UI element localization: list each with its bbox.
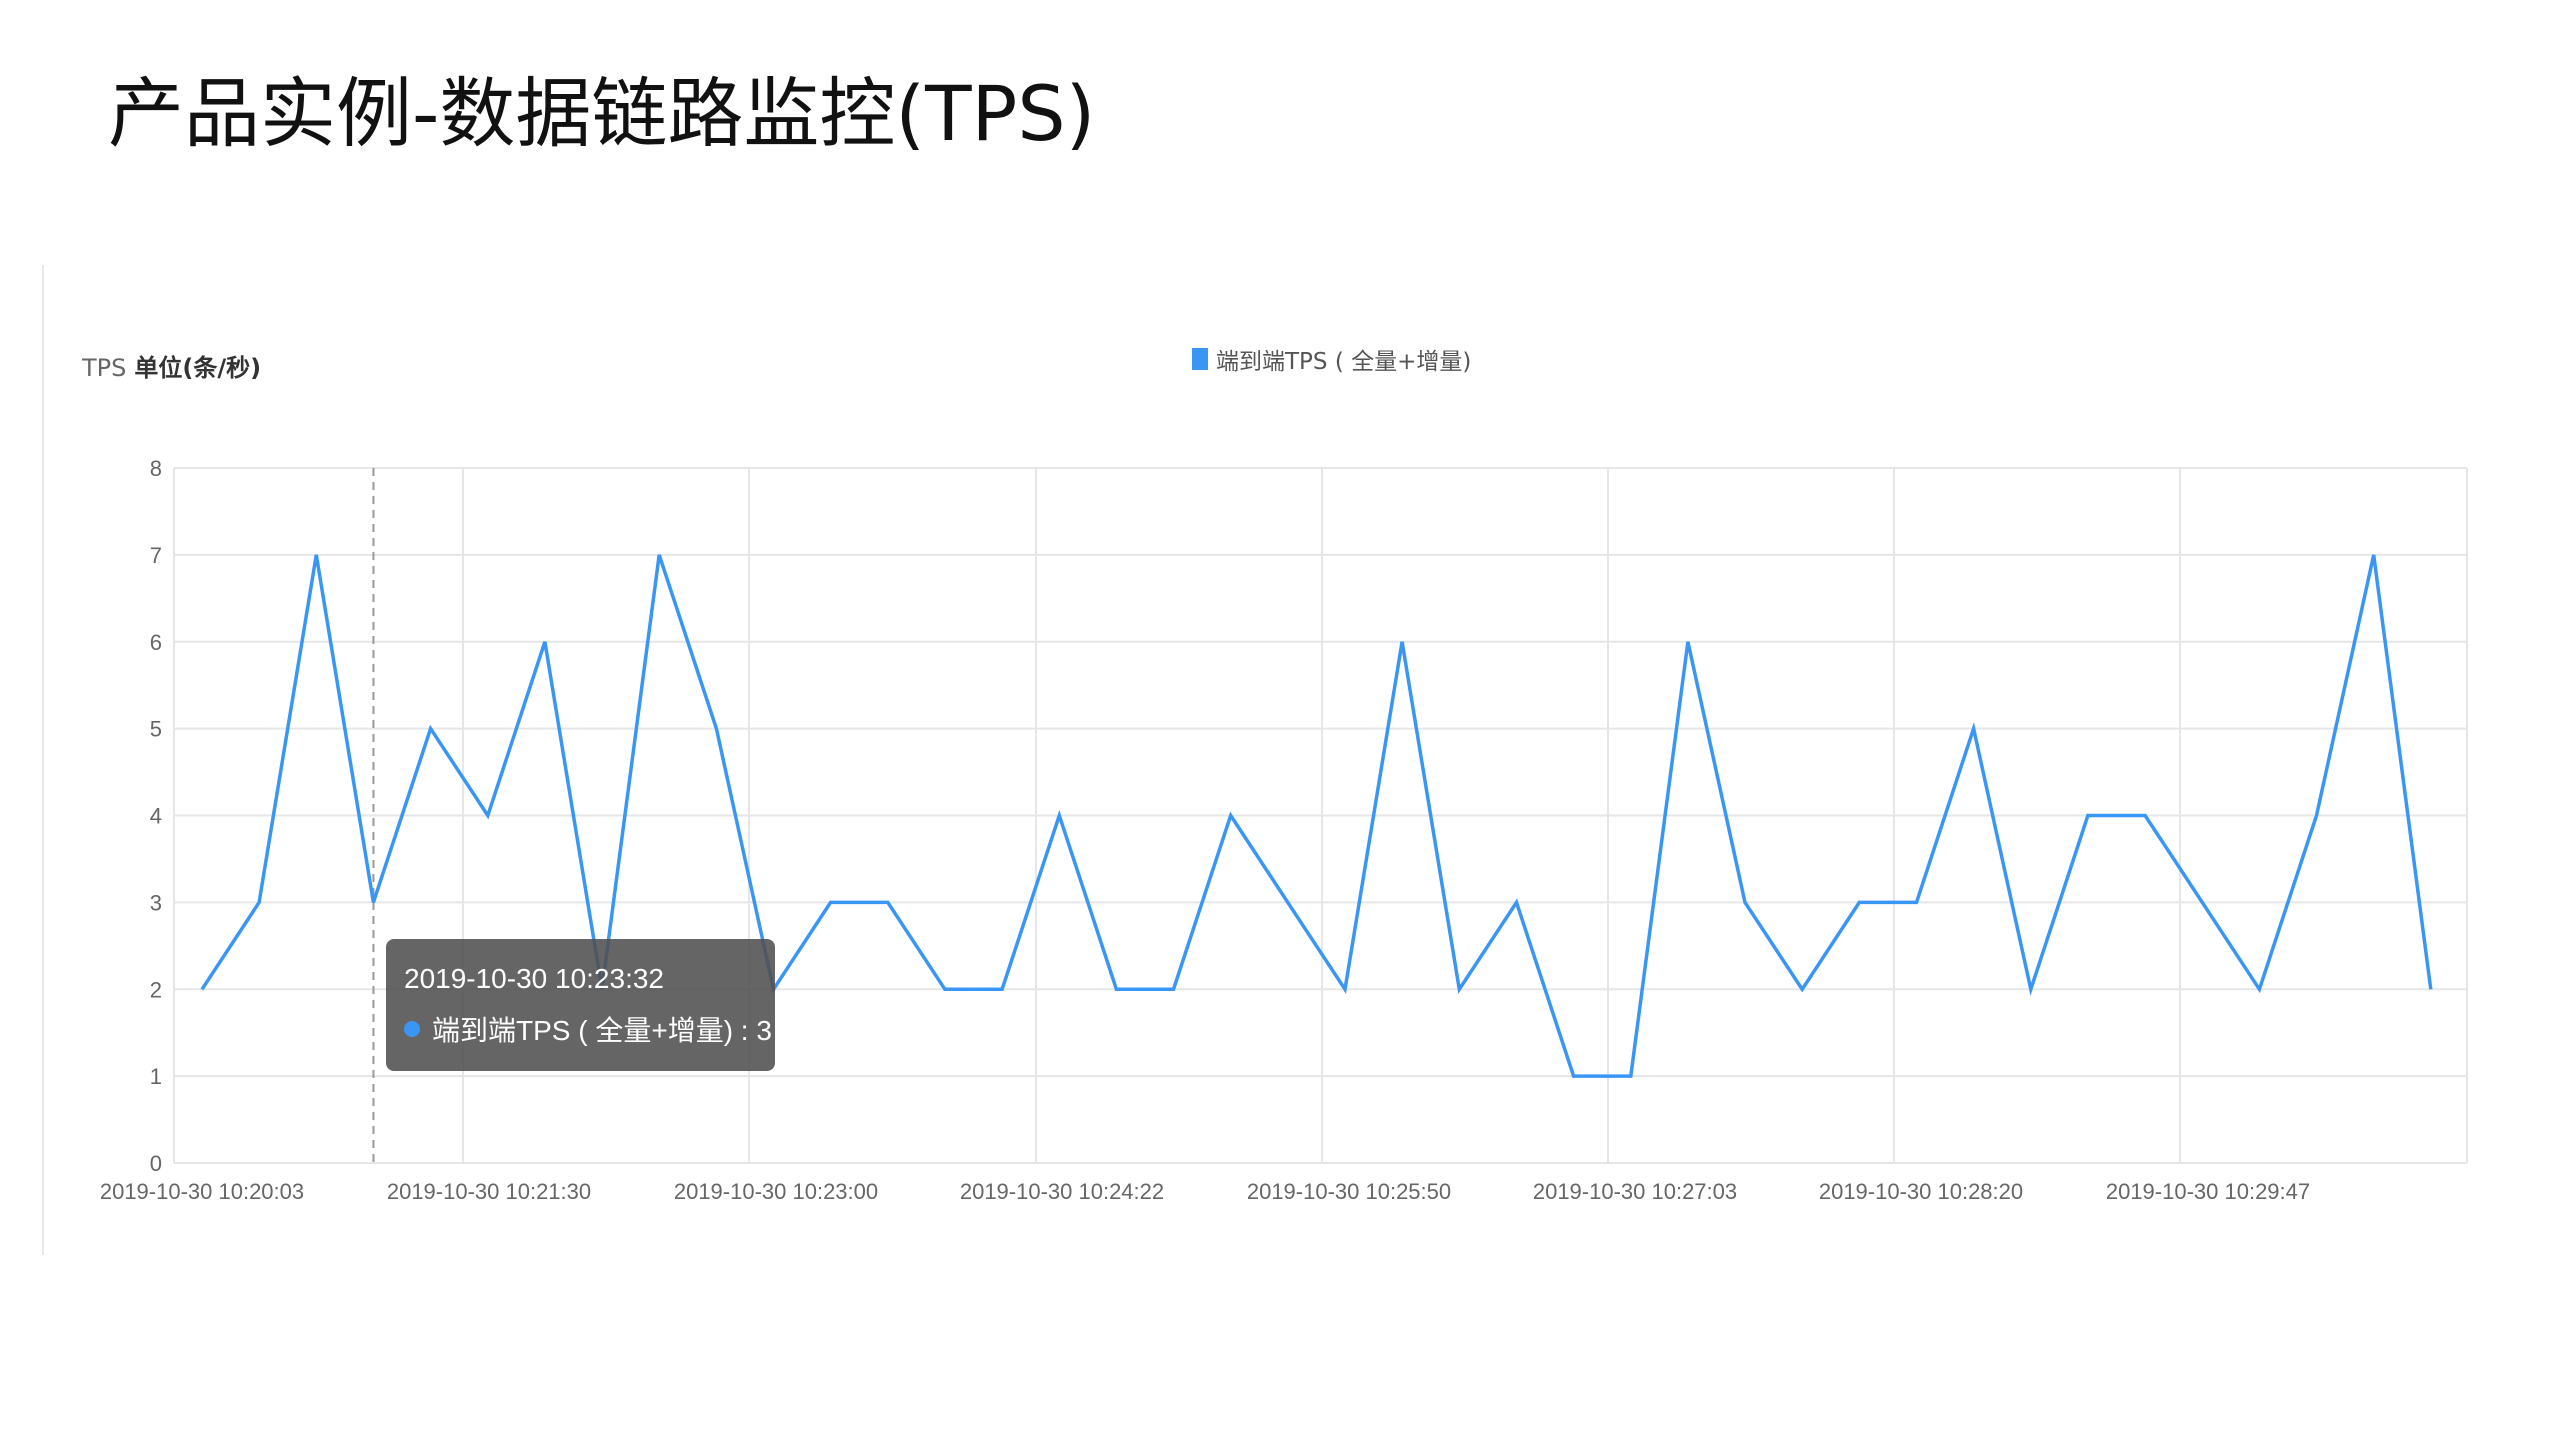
- y-axis-title: TPS 单位(条/秒): [82, 348, 261, 383]
- x-tick-label: 2019-10-30 10:27:03: [1533, 1179, 1737, 1204]
- y-tick-label: 8: [150, 456, 162, 481]
- x-tick-label: 2019-10-30 10:29:47: [2106, 1179, 2310, 1204]
- y-tick-label: 5: [150, 717, 162, 742]
- x-tick-label: 2019-10-30 10:23:00: [674, 1179, 878, 1204]
- y-axis-ticks: 0 1 2 3 4 5 6 7 8: [150, 456, 162, 1176]
- x-tick-label: 2019-10-30 10:28:20: [1819, 1179, 2023, 1204]
- x-tick-label: 2019-10-30 10:24:22: [960, 1179, 1164, 1204]
- y-tick-label: 1: [150, 1064, 162, 1089]
- x-tick-label: 2019-10-30 10:25:50: [1247, 1179, 1451, 1204]
- x-axis-ticks: 2019-10-30 10:20:03 2019-10-30 10:21:30 20…: [100, 1179, 2310, 1204]
- y-tick-label: 7: [150, 543, 162, 568]
- y-tick-label: 4: [150, 804, 162, 829]
- x-tick-label: 2019-10-30 10:21:30: [387, 1179, 591, 1204]
- y-tick-label: 2: [150, 977, 162, 1002]
- legend-item-e2e-tps[interactable]: 端到端TPS ( 全量+增量): [1192, 342, 1471, 376]
- series-line-e2e-tps[interactable]: [200, 554, 2433, 1078]
- y-tick-label: 6: [150, 630, 162, 655]
- chart-frame: [42, 265, 2544, 1255]
- tooltip-series-value: 端到端TPS ( 全量+增量) : 3: [432, 1015, 772, 1046]
- page-title: 产品实例-数据链路监控(TPS): [108, 69, 1096, 158]
- legend-swatch-icon: [1192, 348, 1208, 370]
- y-axis-unit: 单位(条/秒): [134, 354, 262, 382]
- chart-tooltip: 2019-10-30 10:23:32 端到端TPS ( 全量+增量) : 3: [386, 939, 775, 1071]
- legend-label: 端到端TPS ( 全量+增量): [1216, 349, 1472, 375]
- y-tick-label: 3: [150, 890, 162, 915]
- x-tick-label: 2019-10-30 10:20:03: [100, 1179, 304, 1204]
- y-axis-title-prefix: TPS: [82, 354, 127, 382]
- y-tick-label: 0: [150, 1151, 162, 1176]
- tooltip-series-row: 端到端TPS ( 全量+增量) : 3: [404, 1009, 775, 1049]
- tooltip-time: 2019-10-30 10:23:32: [404, 963, 664, 994]
- series-dot-icon: [404, 1021, 420, 1037]
